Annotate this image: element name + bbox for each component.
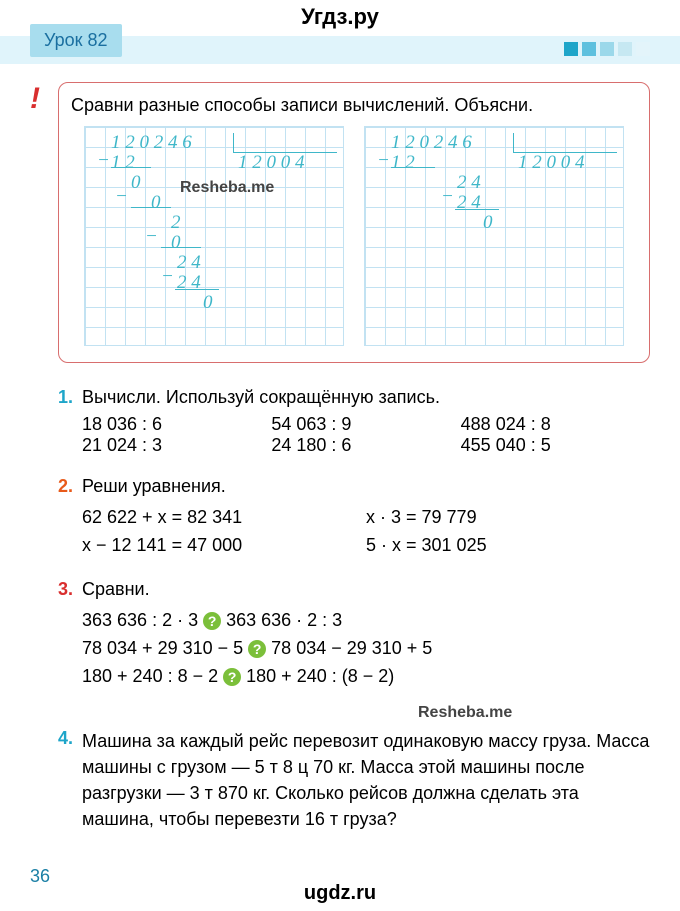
div-bracket xyxy=(233,133,337,153)
hw-text: 0 xyxy=(151,193,161,213)
task-number: 2. xyxy=(58,476,73,497)
question-icon: ? xyxy=(203,612,221,630)
grid-left: 1 2 0 2 4 6 − 1 2 1 2 0 0 4 0 Resheba.me… xyxy=(84,126,344,346)
hw-text: 1 2 0 2 4 6 xyxy=(111,133,192,153)
hw-rule xyxy=(161,247,201,248)
task-number: 4. xyxy=(58,728,73,749)
site-bottom-label: ugdz.ru xyxy=(0,882,680,905)
cell: 54 063 : 9 xyxy=(271,414,460,435)
hw-text: 2 4 xyxy=(177,253,201,273)
hw-text: 0 xyxy=(171,233,181,253)
hw-text: 0 xyxy=(203,293,213,313)
grid-right: 1 2 0 2 4 6 − 1 2 1 2 0 0 4 2 4 − 2 4 0 xyxy=(364,126,624,346)
hw-text: 2 xyxy=(171,213,181,233)
cell: 488 024 : 8 xyxy=(461,414,650,435)
hw-text: 2 4 xyxy=(177,273,201,293)
task1-row1: 18 036 : 6 54 063 : 9 488 024 : 8 xyxy=(82,414,650,435)
eq: x − 12 141 = 47 000 xyxy=(82,531,366,559)
hw-rule xyxy=(175,289,219,290)
square-icon xyxy=(618,42,632,56)
hw-rule xyxy=(111,167,151,168)
hw-text: 2 4 xyxy=(457,193,481,213)
task-1: 1. Вычисли. Используй сокращённую запись… xyxy=(58,387,650,456)
task-2: 2. Реши уравнения. 62 622 + x = 82 341 x… xyxy=(58,476,650,559)
hw-rule xyxy=(131,207,171,208)
task-4: 4. Машина за каждый рейс перевозит одина… xyxy=(58,728,650,832)
task4-text: Машина за каждый рейс перевозит одинаков… xyxy=(82,728,650,832)
eq-text: x · 3 = 79 779 xyxy=(366,507,477,527)
page-content: ! Сравни разные способы записи вычислени… xyxy=(0,64,680,832)
compare-line: 180 + 240 : 8 − 2 ? 180 + 240 : (8 − 2) xyxy=(82,662,650,690)
rhs: 78 034 − 29 310 + 5 xyxy=(266,638,432,658)
hw-text: − xyxy=(97,151,110,171)
eq-text: 62 622 + x = 82 341 xyxy=(82,507,242,527)
hw-text: − xyxy=(161,267,174,287)
compare-line: 78 034 + 29 310 − 5 ? 78 034 − 29 310 + … xyxy=(82,634,650,662)
task1-row2: 21 024 : 3 24 180 : 6 455 040 : 5 xyxy=(82,435,650,456)
eq: 62 622 + x = 82 341 xyxy=(82,503,366,531)
hw-text: 0 xyxy=(131,173,141,193)
grids-row: 1 2 0 2 4 6 − 1 2 1 2 0 0 4 0 Resheba.me… xyxy=(71,126,637,346)
hw-text: − xyxy=(377,151,390,171)
question-icon: ? xyxy=(248,640,266,658)
question-icon: ? xyxy=(223,668,241,686)
cell: x · 3 = 79 779 5 · x = 301 025 xyxy=(366,503,650,559)
hw-text: 1 2 0 2 4 6 xyxy=(391,133,472,153)
hw-text: 1 2 xyxy=(391,153,415,173)
cell: 62 622 + x = 82 341 x − 12 141 = 47 000 xyxy=(82,503,366,559)
lhs: 180 + 240 : 8 − 2 xyxy=(82,666,218,686)
square-icon xyxy=(564,42,578,56)
compare-box: Сравни разные способы записи вычислений.… xyxy=(58,82,650,363)
eq-text: x − 12 141 = 47 000 xyxy=(82,535,242,555)
header-squares xyxy=(564,42,650,56)
watermark: Resheba.me xyxy=(180,179,274,197)
cell: 455 040 : 5 xyxy=(461,435,650,456)
hw-text: − xyxy=(145,227,158,247)
hw-text: 1 2 0 0 4 xyxy=(238,153,305,173)
eq-text: 5 · x = 301 025 xyxy=(366,535,487,555)
hw-rule xyxy=(391,167,435,168)
tasks: 1. Вычисли. Используй сокращённую запись… xyxy=(58,387,650,832)
eq: x · 3 = 79 779 xyxy=(366,503,650,531)
hw-text: 0 xyxy=(483,213,493,233)
compare-line: 363 636 : 2 · 3 ? 363 636 · 2 : 3 xyxy=(82,606,650,634)
cell: 18 036 : 6 xyxy=(82,414,271,435)
square-icon xyxy=(582,42,596,56)
cell: 24 180 : 6 xyxy=(271,435,460,456)
watermark: Resheba.me xyxy=(418,704,680,722)
lesson-tab: Урок 82 xyxy=(30,24,122,57)
div-bracket xyxy=(513,133,617,153)
compare-box-prompt: Сравни разные способы записи вычислений.… xyxy=(71,95,637,116)
eq: 5 · x = 301 025 xyxy=(366,531,650,559)
hw-text: − xyxy=(441,187,454,207)
rhs: 363 636 · 2 : 3 xyxy=(221,610,342,630)
cell: 21 024 : 3 xyxy=(82,435,271,456)
hw-text: 1 2 xyxy=(111,153,135,173)
hw-text: − xyxy=(115,187,128,207)
task-number: 1. xyxy=(58,387,73,408)
hw-text: 2 4 xyxy=(457,173,481,193)
exclamation-icon: ! xyxy=(30,82,40,116)
task-title: Вычисли. Используй сокращённую запись. xyxy=(82,387,650,408)
rhs: 180 + 240 : (8 − 2) xyxy=(241,666,394,686)
task2-row: 62 622 + x = 82 341 x − 12 141 = 47 000 … xyxy=(82,503,650,559)
lhs: 78 034 + 29 310 − 5 xyxy=(82,638,243,658)
task-number: 3. xyxy=(58,579,73,600)
hw-rule xyxy=(455,209,499,210)
lhs: 363 636 : 2 · 3 xyxy=(82,610,198,630)
task-3: 3. Сравни. 363 636 : 2 · 3 ? 363 636 · 2… xyxy=(58,579,650,690)
task-title: Сравни. xyxy=(82,579,650,600)
square-icon xyxy=(600,42,614,56)
square-icon xyxy=(636,42,650,56)
task-title: Реши уравнения. xyxy=(82,476,650,497)
hw-text: 1 2 0 0 4 xyxy=(518,153,585,173)
